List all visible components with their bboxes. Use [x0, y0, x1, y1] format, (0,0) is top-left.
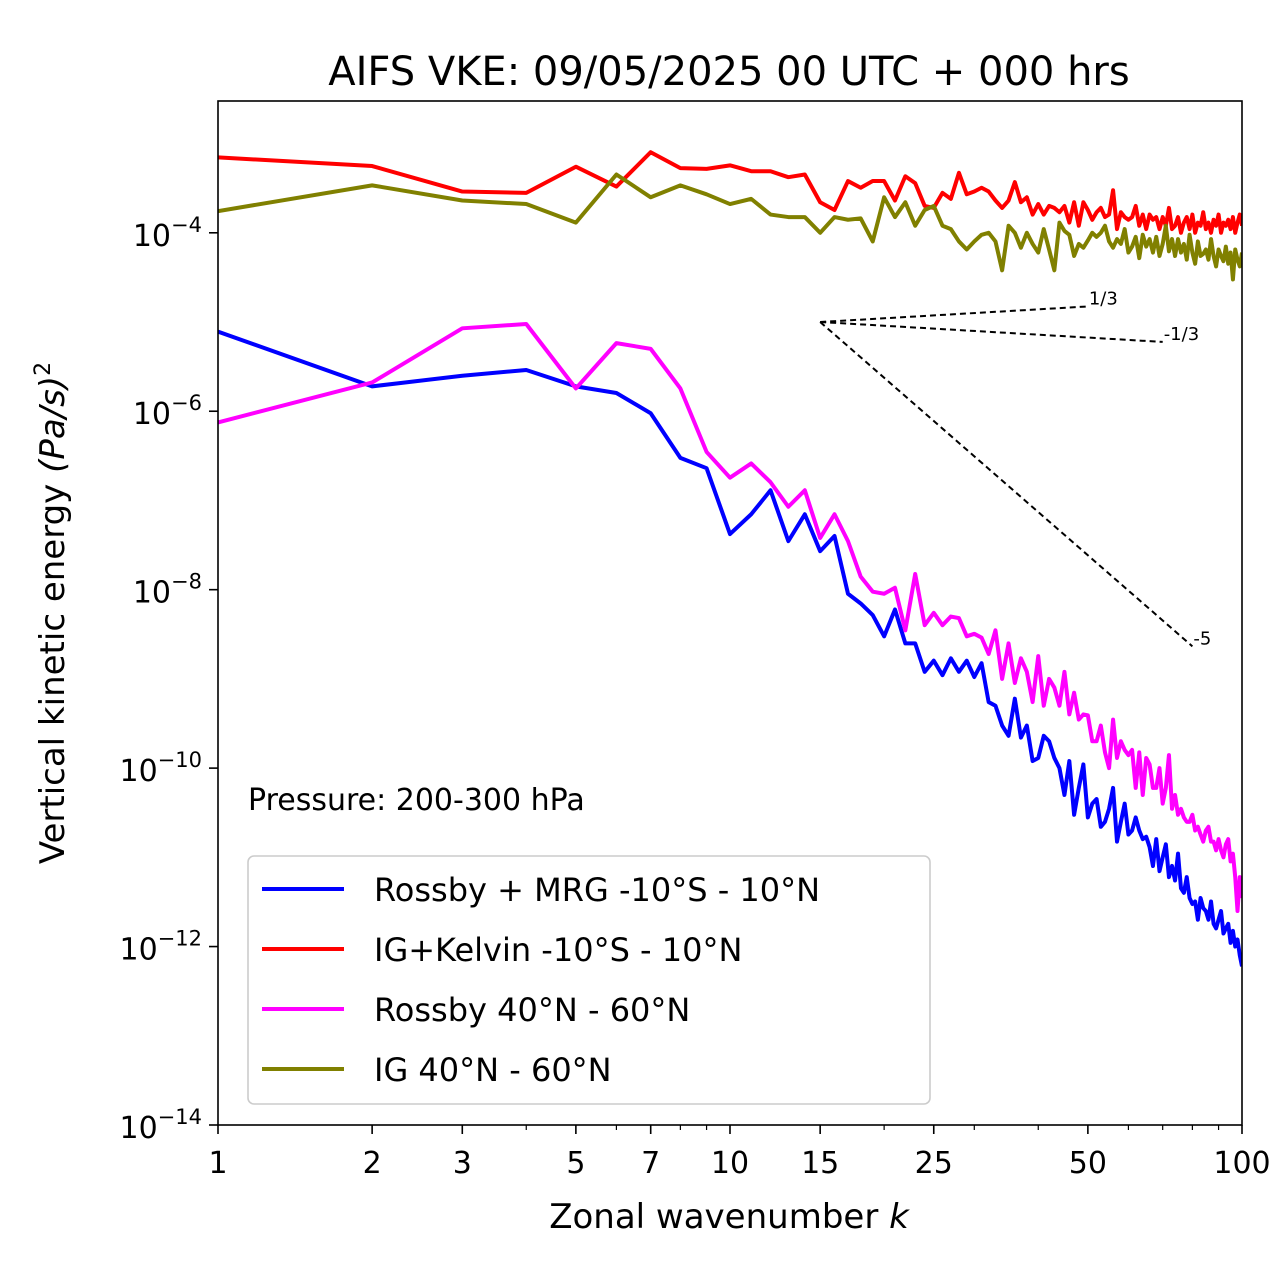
pressure-annotation: Pressure: 200-300 hPa [248, 783, 585, 818]
y-tick-exp: −10 [158, 748, 202, 772]
x-tick-label: 25 [915, 1146, 953, 1181]
y-tick-label: 10−8 [133, 570, 202, 611]
series-line-4 [218, 172, 1242, 282]
x-axis-label-main: Zonal wavenumber [549, 1197, 889, 1237]
series-line-1 [218, 329, 1242, 967]
legend-label-2: IG+Kelvin -10°S - 10°N [374, 931, 742, 969]
x-tick-label: 10 [711, 1146, 749, 1181]
x-tick-label: 1 [208, 1146, 227, 1181]
slope-label-2: -1/3 [1164, 324, 1199, 345]
y-axis-label-unit: (Pa/s) [33, 376, 73, 473]
slope-line-2 [820, 321, 1163, 343]
y-axis-label: Vertical kinetic energy (Pa/s)2 [31, 362, 73, 864]
x-tick-label: 50 [1069, 1146, 1107, 1181]
series-line-3 [218, 322, 1242, 914]
slope-line-1 [820, 305, 1088, 324]
y-axis-label-main: Vertical kinetic energy [33, 473, 73, 864]
reference-slopes: 1/3 -1/3 -5 [819, 288, 1211, 649]
slope-label-1: 1/3 [1089, 288, 1118, 309]
legend-label-4: IG 40°N - 60°N [374, 1051, 612, 1089]
legend-box [247, 855, 931, 1105]
y-tick-exp: −8 [171, 570, 202, 594]
x-tick-label: 2 [363, 1146, 382, 1181]
legend-label-3: Rossby 40°N - 60°N [374, 991, 690, 1029]
y-tick-base: 10 [133, 219, 171, 254]
y-tick-exp: −14 [158, 1105, 202, 1129]
y-tick-exp: −6 [171, 391, 202, 415]
legend: Rossby + MRG -10°S - 10°N IG+Kelvin -10°S… [247, 855, 931, 1105]
y-tick-base: 10 [119, 754, 157, 789]
y-tick-label: 10−6 [133, 391, 202, 432]
y-tick-label: 10−4 [133, 213, 202, 254]
plot-area [218, 150, 1242, 967]
y-tick-base: 10 [119, 1111, 157, 1146]
chart-title: AIFS VKE: 09/05/2025 00 UTC + 000 hrs [328, 49, 1129, 95]
y-tick-exp: −4 [171, 213, 202, 237]
y-tick-label: 10−14 [119, 1105, 202, 1146]
x-tick-label: 7 [641, 1146, 660, 1181]
series-line-2 [218, 150, 1242, 235]
x-tick-label: 15 [801, 1146, 839, 1181]
y-tick-label: 10−12 [119, 927, 202, 968]
legend-label-1: Rossby + MRG -10°S - 10°N [374, 871, 820, 909]
y-tick-label: 10−10 [119, 748, 202, 789]
y-tick-exp: −12 [158, 927, 202, 951]
x-axis-label: Zonal wavenumber k [549, 1197, 910, 1237]
legend-entries: Rossby + MRG -10°S - 10°N IG+Kelvin -10°S… [262, 871, 820, 1089]
slope-label-3: -5 [1193, 628, 1211, 649]
x-tick-label: 5 [566, 1146, 585, 1181]
x-axis-ticks: 1 2 3 5 7 10 15 25 50 100 [208, 1125, 1271, 1181]
y-tick-base: 10 [133, 576, 171, 611]
x-tick-label: 100 [1213, 1146, 1270, 1181]
y-tick-base: 10 [133, 397, 171, 432]
y-axis-label-exp: 2 [31, 362, 56, 376]
slope-line-3 [819, 321, 1194, 648]
x-tick-label: 3 [453, 1146, 472, 1181]
x-axis-label-symbol: k [889, 1197, 910, 1237]
y-tick-base: 10 [119, 933, 157, 968]
